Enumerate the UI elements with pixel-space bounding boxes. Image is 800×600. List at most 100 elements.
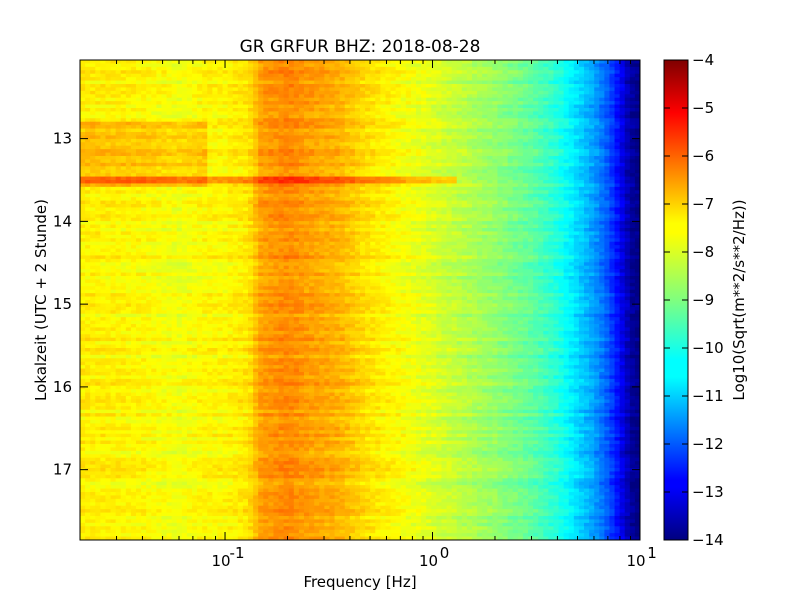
heatmap-cell [578, 114, 585, 119]
heatmap-cell [568, 152, 575, 157]
heatmap-cell [512, 132, 519, 137]
heatmap-cell [136, 125, 142, 130]
heatmap-cell [202, 80, 208, 85]
heatmap-cell [253, 66, 259, 71]
heatmap-cell [477, 87, 483, 92]
heatmap-cell [263, 173, 269, 178]
heatmap-cell [573, 77, 580, 82]
heatmap-cell [497, 169, 504, 174]
heatmap-cell [237, 135, 244, 140]
heatmap-cell [568, 145, 575, 150]
heatmap-cell [273, 90, 280, 95]
heatmap-cell [451, 169, 458, 174]
heatmap-cell [395, 156, 402, 161]
heatmap-cell [487, 132, 493, 137]
heatmap-cell [197, 70, 203, 75]
heatmap-cell [441, 197, 448, 202]
heatmap-cell [604, 63, 611, 68]
heatmap-cell [584, 77, 590, 82]
heatmap-cell [405, 135, 412, 140]
heatmap-cell [487, 77, 493, 82]
heatmap-cell [115, 156, 122, 161]
heatmap-cell [349, 193, 356, 198]
heatmap-cell [258, 101, 264, 106]
heatmap-cell [146, 197, 152, 202]
heatmap-cell [482, 111, 488, 116]
heatmap-cell [405, 104, 412, 109]
heatmap-cell [604, 166, 611, 171]
heatmap-cell [528, 128, 534, 133]
heatmap-cell [232, 180, 239, 185]
heatmap-cell [370, 149, 376, 154]
heatmap-cell [487, 200, 493, 205]
heatmap-cell [584, 132, 590, 137]
heatmap-cell [395, 135, 402, 140]
heatmap-cell [599, 142, 605, 147]
heatmap-cell [166, 138, 173, 143]
heatmap-cell [431, 142, 437, 147]
heatmap-cell [578, 77, 585, 82]
heatmap-cell [80, 176, 86, 181]
heatmap-cell [100, 77, 107, 82]
heatmap-cell [85, 200, 91, 205]
heatmap-cell [344, 128, 351, 133]
heatmap-cell [329, 128, 336, 133]
heatmap-cell [192, 200, 198, 205]
heatmap-cell [472, 169, 478, 174]
heatmap-cell [553, 121, 560, 126]
heatmap-cell [344, 84, 351, 89]
heatmap-cell [212, 125, 219, 130]
heatmap-cell [538, 186, 544, 191]
heatmap-cell [594, 101, 600, 106]
heatmap-cell [273, 149, 280, 154]
heatmap-cell [624, 169, 631, 174]
heatmap-cell [375, 125, 381, 130]
heatmap-cell [258, 145, 264, 150]
heatmap-cell [304, 162, 310, 167]
heatmap-cell [136, 159, 142, 164]
heatmap-cell [487, 183, 493, 188]
heatmap-cell [405, 128, 412, 133]
heatmap-cell [202, 207, 208, 212]
heatmap-cell [578, 166, 585, 171]
heatmap-cell [105, 142, 112, 147]
heatmap-cell [385, 138, 392, 143]
heatmap-cell [614, 63, 621, 68]
heatmap-cell [288, 193, 295, 198]
heatmap-cell [212, 159, 219, 164]
heatmap-cell [136, 152, 142, 157]
heatmap-cell [268, 197, 275, 202]
heatmap-cell [375, 200, 381, 205]
heatmap-cell [497, 132, 504, 137]
heatmap-cell [156, 145, 163, 150]
heatmap-cell [85, 70, 91, 75]
heatmap-cell [365, 108, 371, 113]
heatmap-cell [584, 183, 590, 188]
heatmap-cell [497, 66, 504, 71]
heatmap-cell [227, 108, 234, 113]
heatmap-cell [344, 97, 351, 102]
heatmap-cell [466, 166, 473, 171]
heatmap-cell [573, 204, 580, 209]
heatmap-cell [421, 138, 427, 143]
heatmap-cell [349, 180, 356, 185]
heatmap-cell [385, 183, 392, 188]
heatmap-cell [232, 118, 239, 123]
heatmap-cell [634, 63, 640, 68]
heatmap-cell [283, 186, 290, 191]
heatmap-cell [222, 101, 229, 106]
heatmap-cell [278, 73, 285, 78]
heatmap-cell [497, 162, 504, 167]
heatmap-cell [517, 135, 524, 140]
heatmap-cell [217, 162, 224, 167]
heatmap-cell [349, 87, 356, 92]
heatmap-cell [304, 70, 310, 75]
heatmap-cell [578, 159, 585, 164]
heatmap-cell [288, 101, 295, 106]
heatmap-cell [192, 142, 198, 147]
heatmap-cell [578, 200, 585, 205]
heatmap-cell [604, 128, 611, 133]
heatmap-cell [90, 80, 96, 85]
heatmap-cell [207, 193, 213, 198]
heatmap-cell [110, 159, 117, 164]
